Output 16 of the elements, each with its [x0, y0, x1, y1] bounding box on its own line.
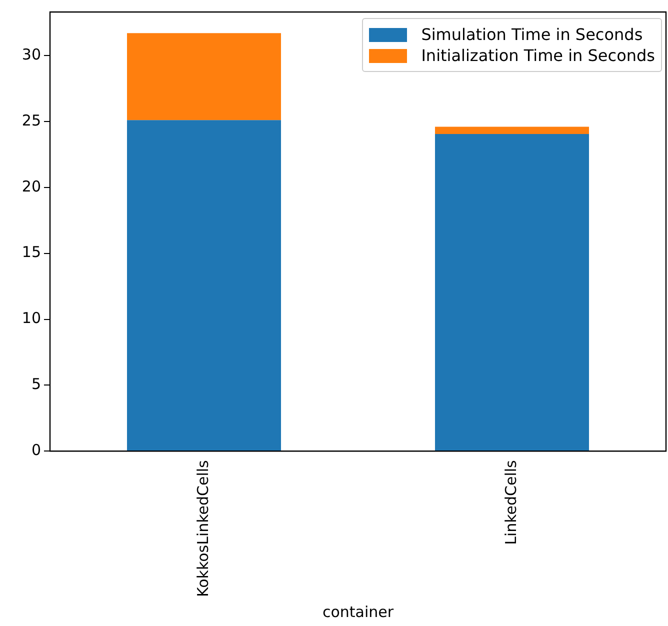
y-tick-label: 5	[31, 375, 41, 394]
x-tick-label: LinkedCells	[502, 460, 520, 545]
legend-label: Initialization Time in Seconds	[421, 46, 655, 65]
y-tick-label: 25	[22, 111, 41, 130]
x-tick-label: KokkosLinkedCells	[194, 460, 212, 598]
bar	[435, 126, 589, 134]
legend-label: Simulation Time in Seconds	[421, 25, 643, 44]
x-axis-title: container	[322, 602, 394, 621]
y-tick-label: 0	[31, 441, 41, 460]
y-tick-label: 30	[22, 45, 41, 64]
y-tick-label: 15	[22, 243, 41, 262]
bar	[435, 134, 589, 451]
bar	[127, 120, 281, 451]
y-tick-label: 10	[22, 309, 41, 328]
bar	[127, 33, 281, 120]
y-tick-label: 20	[22, 177, 41, 196]
